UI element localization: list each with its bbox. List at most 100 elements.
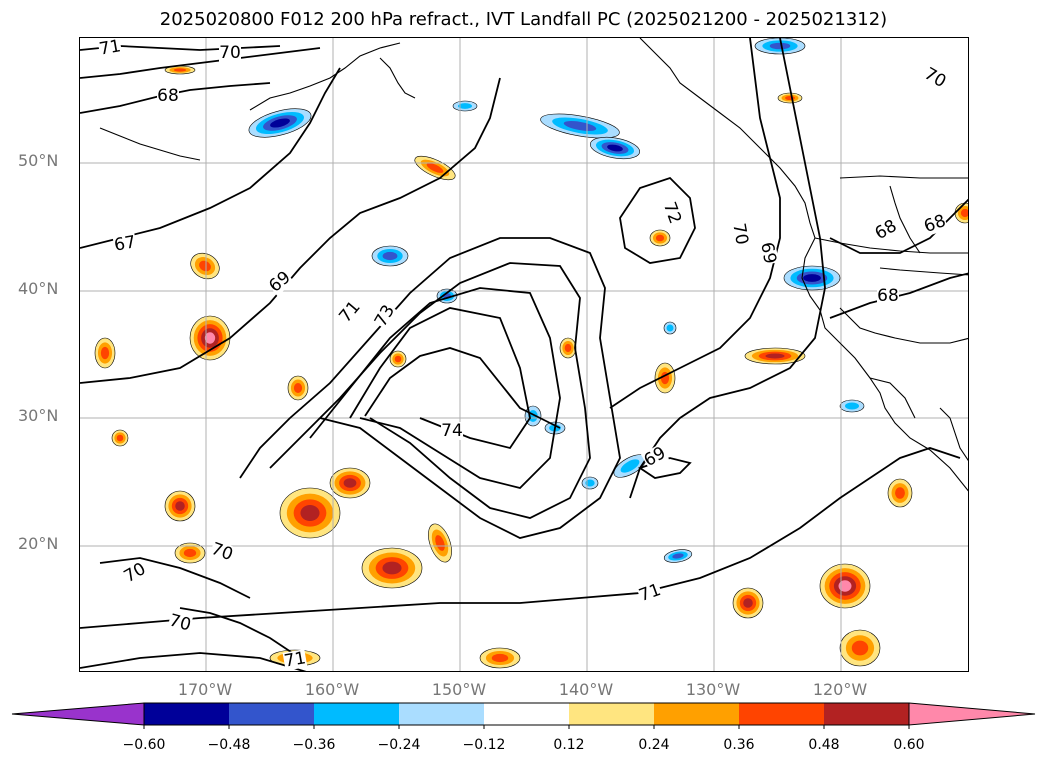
anomaly-blob: [382, 251, 398, 261]
refractivity-contour: [99, 557, 251, 599]
coastline: [879, 267, 968, 276]
anomaly-blob: [270, 118, 290, 128]
anomaly-blob: [666, 324, 674, 332]
contour-label-halo: [120, 559, 150, 587]
lon-label-140w: 140°W: [558, 680, 614, 699]
refractivity-contour: [80, 652, 307, 671]
anomaly-blob: [116, 434, 124, 442]
coastline-layer: [99, 38, 968, 492]
anomaly-blob: [743, 598, 753, 608]
contour-label-halo: [157, 87, 179, 105]
contour-label-halo: [97, 38, 123, 59]
refractivity-contour: [80, 67, 341, 249]
anomaly-blob: [183, 548, 197, 558]
contour-label: 70: [921, 64, 950, 92]
contour-label: 68: [921, 211, 948, 237]
colorbar-tick-label: 0.24: [638, 737, 670, 753]
anomaly-blob: [175, 501, 185, 511]
colorbar-segment: [739, 703, 824, 725]
colorbar: [11, 702, 1036, 729]
contour-label-halo: [640, 443, 670, 471]
anomaly-blob: [785, 95, 795, 101]
refractivity-contour: [80, 77, 501, 384]
coastline: [939, 407, 968, 461]
contour-label: 67: [113, 232, 138, 255]
map-panel: 71 70 68 67 69 71 73 74 72 70 69 68 68 68 69 71 70 70 70 71…: [79, 37, 969, 672]
contour-label-halo: [877, 287, 899, 305]
contour-label-halo: [208, 539, 236, 565]
colorbar-tick-label: −0.48: [207, 737, 251, 753]
contour-label-halo: [282, 649, 308, 671]
anomaly-blob: [199, 260, 211, 272]
contour-label-halo: [112, 233, 138, 255]
contour-label-halo: [757, 240, 779, 266]
lon-label-150w: 150°W: [431, 680, 487, 699]
refractivity-contour: [269, 262, 591, 519]
contour-label: 71: [335, 297, 364, 326]
coastline: [249, 42, 401, 111]
colorbar-segment: [484, 703, 569, 725]
coastline: [869, 377, 916, 419]
contour-label: 70: [208, 539, 235, 565]
anomaly-blob: [765, 353, 785, 359]
map-title: 2025020800 F012 200 hPa refract., IVT La…: [159, 9, 888, 30]
lat-label-40: 40°N: [18, 279, 59, 298]
anomaly-blob: [300, 505, 320, 521]
anomaly-blob: [343, 478, 357, 488]
refractivity-contour: [629, 38, 826, 499]
coastline: [889, 185, 921, 254]
lat-label-50: 50°N: [18, 151, 59, 170]
coastline: [839, 307, 968, 344]
colorbar-segment: [229, 703, 314, 725]
colorbar-tick-label: 0.60: [893, 737, 925, 753]
contour-label: 68: [872, 216, 901, 244]
coastline: [99, 127, 201, 161]
contour-label: 71: [98, 38, 123, 60]
contour-label-halo: [219, 44, 241, 62]
lat-label-30: 30°N: [18, 406, 59, 425]
contour-label-halo: [659, 199, 685, 227]
contour-label: 73: [371, 302, 399, 331]
graticule: [80, 38, 968, 671]
contour-label-halo: [371, 301, 399, 331]
anomaly-blob: [563, 121, 597, 131]
colorbar-outline: [143, 702, 910, 726]
refractivity-contour: [829, 272, 968, 319]
colorbar-tick-label: −0.36: [292, 737, 336, 753]
contour-label: 72: [659, 199, 685, 226]
anomaly-blob: [458, 103, 472, 109]
refractivity-contour: [309, 287, 561, 489]
contour-label-halo: [265, 268, 295, 296]
lon-label-170w: 170°W: [177, 680, 233, 699]
refractivity-contour: [239, 237, 621, 539]
anomaly-blob: [394, 355, 402, 363]
anomaly-blob: [803, 274, 821, 282]
anomaly-blob: [960, 208, 968, 218]
contour-label-halo: [441, 422, 463, 440]
coastline: [814, 237, 968, 254]
contour-label-halo: [729, 221, 751, 247]
anomaly-blob: [838, 580, 852, 592]
refractivity-contour: [349, 307, 531, 450]
anomaly-blob: [672, 553, 684, 559]
contour-label-halo: [920, 64, 950, 92]
contour-label: 70: [121, 559, 150, 587]
refractivity-contour: [179, 607, 301, 659]
anomaly-blob: [435, 535, 445, 551]
anomaly-blob: [607, 144, 623, 152]
colorbar-segment: [654, 703, 739, 725]
contour-label: 71: [283, 648, 308, 671]
anomaly-blob: [895, 487, 905, 499]
anomaly-blob: [100, 346, 110, 360]
anomaly-blob: [426, 163, 444, 173]
anomaly-blob: [173, 68, 187, 72]
colorbar-tick-label: 0.36: [723, 737, 755, 753]
contour-label: 74: [441, 421, 463, 441]
anomaly-blob: [845, 402, 859, 410]
contour-label: 70: [167, 611, 193, 636]
colorbar-tick-label: −0.24: [377, 737, 421, 753]
colorbar-extend-low: [11, 702, 145, 726]
coastline: [639, 38, 968, 492]
